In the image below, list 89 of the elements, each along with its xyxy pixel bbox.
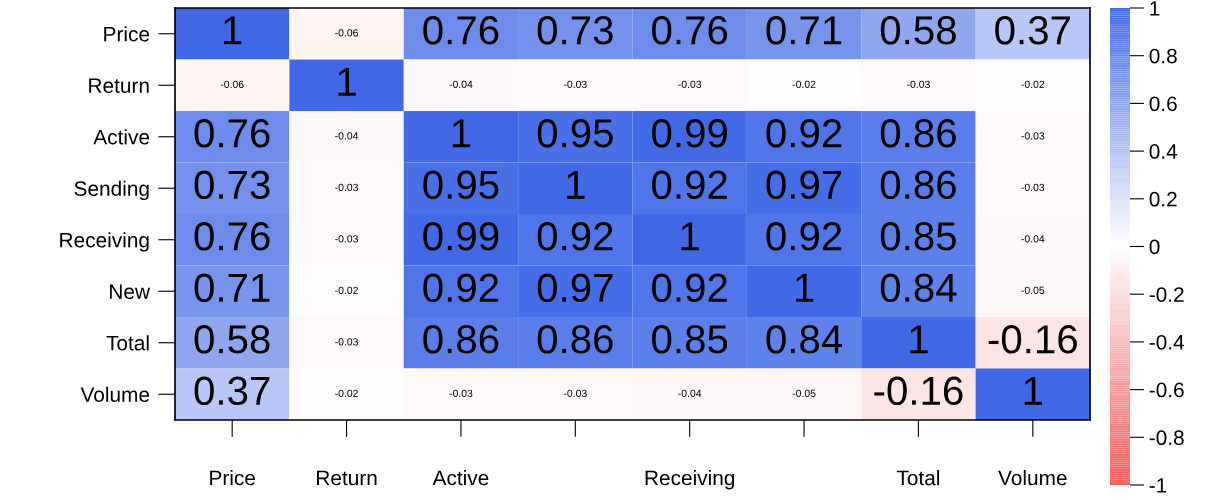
data-label: 0.58	[880, 16, 956, 45]
data-label: -0.03	[563, 389, 587, 398]
data-label: 1	[452, 119, 471, 148]
data-label: -0.03	[449, 389, 473, 398]
color-bar-label: 1	[1150, 1, 1160, 16]
data-label: -0.03	[907, 80, 930, 89]
data-label: -0.06	[335, 29, 358, 37]
data-label: -0.03	[1021, 132, 1045, 140]
data-label: -0.03	[335, 183, 358, 192]
data-label: -0.16	[988, 325, 1077, 354]
data-label: 1	[224, 16, 242, 45]
data-label: 0.37	[995, 16, 1070, 45]
data-label: 1	[795, 273, 814, 302]
data-label: -0.04	[449, 80, 473, 89]
y-tick-label: Total	[106, 335, 149, 351]
data-label: 0.84	[766, 325, 843, 354]
data-label: -0.06	[220, 80, 244, 89]
data-label: 0.99	[652, 119, 727, 148]
data-label: -0.02	[335, 286, 358, 295]
data-label: 0.85	[880, 222, 956, 251]
data-label: 0.92	[423, 273, 499, 303]
color-bar-label: -1	[1149, 478, 1167, 493]
data-label: -0.03	[335, 338, 358, 346]
data-label: -0.05	[792, 389, 816, 398]
data-label: 0.86	[423, 325, 499, 354]
data-label: 0.92	[766, 119, 842, 148]
color-bar-label: -0.8	[1149, 430, 1184, 446]
data-label: 1	[338, 67, 356, 96]
y-tick-label: Volume	[80, 386, 150, 402]
data-label: -0.03	[335, 235, 358, 243]
data-label: -0.16	[874, 376, 963, 406]
data-label: -0.03	[678, 80, 702, 89]
color-bar-label: 0.4	[1149, 144, 1178, 159]
color-bar-label: 0.8	[1149, 48, 1177, 64]
data-label: 0.86	[537, 325, 613, 354]
data-label: 1	[1024, 376, 1043, 405]
x-tick-label: Receiving	[645, 470, 735, 490]
data-label: -0.04	[1021, 235, 1045, 243]
y-tick-label: Return	[89, 78, 149, 93]
x-tick-label: Return	[317, 470, 377, 486]
data-label: 0.85	[652, 325, 728, 354]
data-label: -0.02	[1021, 80, 1045, 89]
data-label: 0.76	[194, 222, 270, 251]
y-tick-label: Receiving	[60, 232, 149, 252]
data-label: 0.76	[194, 119, 270, 148]
data-label: 0.71	[766, 16, 842, 45]
data-label: -0.04	[678, 389, 702, 398]
data-label: 0.86	[880, 170, 956, 200]
data-label: 0.97	[537, 273, 613, 303]
color-bar-label: -0.4	[1149, 334, 1185, 350]
data-label: 0.58	[194, 325, 270, 354]
data-label: 1	[567, 170, 585, 199]
color-bar-label: 0.2	[1149, 191, 1177, 207]
data-label: -0.03	[1021, 183, 1045, 192]
y-tick-label: Sending	[74, 180, 149, 201]
data-label: 0.76	[423, 16, 499, 45]
data-label: -0.04	[335, 132, 359, 140]
data-label: -0.05	[1021, 286, 1045, 295]
color-bar-label: -0.6	[1149, 382, 1184, 398]
data-label: 0.95	[537, 119, 613, 148]
y-tick-label: Active	[93, 129, 150, 145]
data-label: 0.92	[652, 273, 727, 303]
x-tick-label: Active	[432, 470, 489, 486]
color-bar-label: 0.6	[1149, 96, 1177, 112]
data-label: 0.84	[880, 273, 957, 303]
data-label: 0.71	[194, 273, 270, 303]
data-label: 0.95	[423, 170, 499, 200]
data-label: 0.37	[194, 376, 270, 406]
x-tick-label: Volume	[998, 470, 1067, 486]
data-label: 0.92	[537, 222, 613, 251]
data-label: 0.97	[766, 170, 842, 200]
data-label: 0.99	[423, 222, 499, 251]
y-tick-label: Price	[104, 26, 150, 42]
data-label: 0.92	[652, 170, 727, 200]
data-label: 0.73	[194, 170, 270, 200]
data-label: -0.03	[563, 80, 587, 89]
data-label: 0.73	[537, 16, 613, 45]
data-label: 1	[910, 325, 928, 354]
data-label: 0.76	[652, 16, 728, 45]
y-tick-label: New	[110, 284, 151, 299]
x-tick-label: Total	[896, 470, 940, 486]
x-tick-label: Price	[210, 470, 255, 486]
data-label: 0.86	[880, 119, 956, 148]
data-label: 1	[681, 222, 699, 251]
color-bar-label: -0.2	[1149, 287, 1184, 302]
color-bar-label: 0	[1149, 239, 1160, 255]
data-label: 0.92	[766, 222, 842, 251]
data-label: -0.02	[792, 80, 816, 89]
data-label: -0.02	[335, 389, 358, 398]
